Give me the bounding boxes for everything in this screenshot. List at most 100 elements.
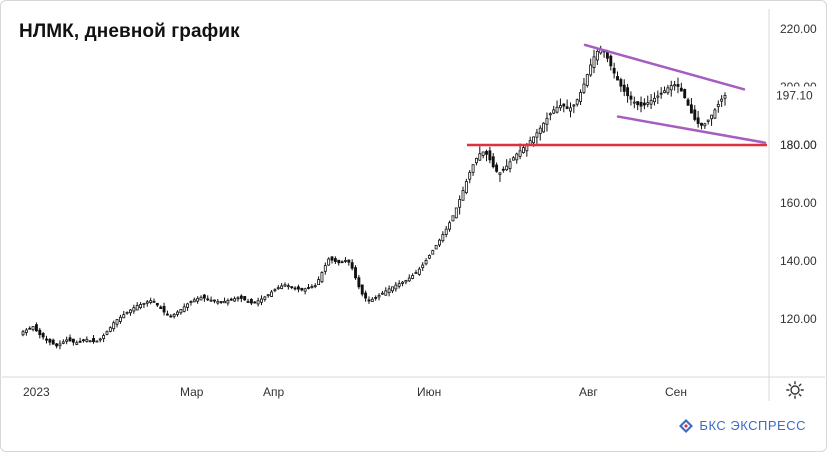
candle-down: [55, 343, 59, 347]
candle-up: [710, 114, 714, 120]
candle-up: [122, 314, 126, 319]
candle-down: [243, 296, 247, 301]
candle-up: [196, 298, 200, 302]
candle-up: [522, 147, 525, 153]
candle-up: [706, 119, 710, 122]
candle-up: [397, 283, 401, 287]
candle-down: [82, 339, 85, 342]
candle-down: [249, 299, 253, 304]
candle-down: [293, 287, 297, 290]
candle-down: [45, 338, 48, 341]
candle-down: [605, 51, 609, 59]
candle-up: [320, 272, 324, 283]
candle-up: [515, 153, 519, 161]
candle-down: [565, 106, 569, 109]
candle-down: [350, 262, 354, 269]
candle-down: [693, 109, 697, 120]
candle-up: [317, 279, 321, 286]
candle-down: [296, 286, 300, 290]
candle-up: [102, 335, 106, 339]
candle-up: [649, 99, 653, 105]
candle-down: [686, 99, 690, 106]
candle-up: [21, 331, 25, 336]
candle-up: [276, 287, 280, 290]
candle-up: [88, 340, 92, 343]
candle-up: [323, 265, 327, 272]
candle-up: [391, 286, 394, 292]
candle-up: [451, 215, 455, 222]
candle-down: [330, 256, 334, 261]
candle-up: [552, 109, 556, 114]
candle-down: [357, 277, 361, 288]
candle-down: [290, 286, 294, 289]
candle-down: [38, 329, 42, 336]
candle-up: [132, 307, 136, 312]
candle-up: [199, 296, 203, 301]
candle-up: [186, 303, 190, 308]
candle-up: [585, 74, 589, 86]
candle-up: [135, 304, 139, 311]
candle-up: [579, 92, 583, 102]
candle-up: [411, 275, 415, 279]
candle-up: [24, 329, 28, 333]
candle-down: [229, 298, 233, 301]
candle-up: [85, 338, 89, 342]
candle-down: [206, 298, 210, 301]
x-tick-label: Апр: [263, 385, 285, 399]
candle-up: [256, 300, 260, 305]
candle-up: [548, 113, 552, 116]
candle-up: [505, 165, 509, 171]
candle-up: [653, 97, 656, 103]
candle-up: [713, 109, 717, 119]
y-tick-label: 120.00: [780, 312, 817, 326]
candle-up: [666, 87, 670, 94]
candle-up: [236, 297, 240, 300]
candle-up: [260, 298, 263, 303]
y-tick-label: 180.00: [780, 138, 817, 152]
candle-up: [421, 264, 425, 269]
candle-down: [340, 261, 344, 264]
candle-down: [622, 84, 626, 92]
candle-down: [683, 89, 687, 99]
candle-up: [115, 319, 119, 325]
candle-up: [394, 284, 398, 290]
candle-up: [216, 301, 220, 304]
candle-up: [179, 309, 183, 314]
candle-up: [182, 306, 186, 312]
candle-down: [337, 259, 341, 264]
lower-trend-line: [616, 115, 767, 144]
candle-down: [360, 284, 364, 295]
candle-up: [404, 280, 408, 283]
candle-up: [118, 316, 122, 322]
candle-up: [283, 284, 287, 287]
candle-up: [108, 327, 112, 332]
candle-up: [468, 172, 472, 180]
candle-up: [545, 117, 549, 125]
candle-up: [478, 153, 482, 161]
candle-up: [31, 326, 35, 331]
candle-down: [485, 150, 488, 155]
candle-down: [51, 339, 55, 345]
last-price-label: 197.10: [776, 88, 813, 102]
candle-up: [703, 123, 707, 127]
candle-up: [129, 309, 132, 314]
candle-down: [213, 299, 216, 302]
candle-up: [475, 157, 478, 164]
x-tick-label: Авг: [579, 385, 598, 399]
candle-up: [558, 105, 562, 109]
candle-up: [149, 300, 153, 303]
candle-down: [676, 84, 680, 87]
candle-down: [155, 302, 159, 306]
candle-down: [689, 104, 693, 114]
candle-up: [511, 157, 515, 161]
candle-down: [501, 168, 505, 171]
candle-down: [169, 315, 173, 318]
bks-logo-text: БКС ЭКСПРЕСС: [699, 418, 806, 433]
candle-up: [417, 268, 421, 275]
candle-up: [575, 99, 579, 105]
last-price-box: [771, 86, 825, 105]
candle-up: [461, 190, 465, 201]
candle-down: [562, 103, 566, 107]
settings-sun-icon[interactable]: [786, 381, 804, 399]
